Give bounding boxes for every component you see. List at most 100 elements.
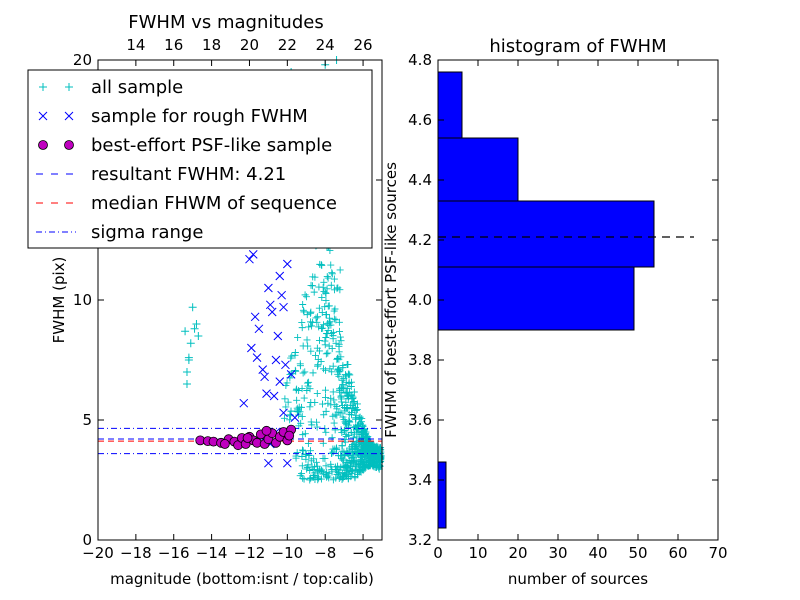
- all-sample-point: [302, 450, 310, 458]
- y-tick-label: 4.4: [408, 171, 432, 189]
- scatter-point: [279, 408, 288, 418]
- all-sample-point: [372, 463, 380, 471]
- all-sample-point: [294, 333, 302, 341]
- all-sample-point: [343, 421, 351, 429]
- all-sample-point: [354, 425, 362, 433]
- all-sample-point: [369, 441, 377, 449]
- legend-entry: median FHWM of sequence: [36, 193, 337, 214]
- all-sample-point: [339, 456, 347, 464]
- scatter-point: [254, 324, 264, 334]
- all-sample-point: [329, 388, 337, 396]
- legend-marker: [64, 111, 74, 121]
- all-sample-point: [310, 455, 318, 463]
- all-sample-point: [346, 468, 354, 476]
- all-sample-point: [358, 415, 366, 423]
- all-sample-point: [330, 396, 338, 404]
- all-sample-point: [326, 365, 334, 373]
- all-sample-point: [309, 369, 317, 377]
- all-sample-point: [345, 392, 353, 400]
- all-sample-point: [335, 340, 343, 348]
- all-sample-point: [339, 362, 347, 370]
- scatter-point: [247, 343, 256, 353]
- x-tick-label: −18: [120, 544, 152, 562]
- all-sample-point: [306, 475, 314, 483]
- x-tick-label: 70: [708, 544, 727, 562]
- all-sample-point: [282, 403, 290, 411]
- x-tick-label: 20: [508, 544, 527, 562]
- all-sample-point: [362, 434, 370, 442]
- all-sample-point: [341, 436, 349, 444]
- all-sample-point: [303, 311, 311, 319]
- all-sample-point: [322, 407, 330, 415]
- scatter-point: [267, 307, 277, 317]
- scatter-point: [182, 380, 191, 388]
- all-sample-point: [353, 470, 361, 478]
- all-sample-point: [328, 434, 336, 442]
- all-sample-point: [305, 323, 313, 331]
- all-sample-point: [306, 309, 314, 317]
- all-sample-point: [342, 378, 350, 386]
- all-sample-point: [321, 303, 329, 311]
- all-sample-point: [310, 288, 318, 296]
- all-sample-point: [337, 337, 345, 345]
- all-sample-point: [304, 461, 312, 469]
- all-sample-point: [320, 321, 328, 329]
- legend: all sample sample for rough FWHM best-effo…: [27, 69, 373, 249]
- all-sample-point: [328, 269, 336, 277]
- all-sample-point: [337, 426, 345, 434]
- y-tick-label: 4.6: [408, 111, 432, 129]
- all-sample-point: [313, 423, 321, 431]
- all-sample-point: [334, 355, 342, 363]
- scatter-point: [186, 339, 195, 348]
- all-sample-point: [353, 422, 361, 430]
- scatter-point: [190, 324, 199, 333]
- all-sample-point: [338, 395, 346, 403]
- all-sample-point: [344, 475, 352, 483]
- legend-entry: all sample: [39, 77, 183, 98]
- all-sample-point: [312, 314, 320, 322]
- right-plot-area: [437, 71, 694, 529]
- all-sample-point: [318, 309, 326, 317]
- all-sample-point: [313, 390, 321, 398]
- all-sample-point: [301, 291, 309, 299]
- all-sample-point: [315, 347, 323, 355]
- legend-marker: [65, 83, 73, 91]
- all-sample-point: [314, 362, 322, 370]
- top-tick-label: 20: [240, 36, 259, 54]
- all-sample-point: [322, 329, 330, 337]
- legend-label: best-effort PSF-like sample: [91, 135, 332, 156]
- all-sample-point: [327, 401, 335, 409]
- all-sample-point: [288, 352, 296, 360]
- scatter-point: [277, 290, 287, 300]
- y-tick-label: 4.2: [408, 231, 432, 249]
- all-sample-point: [331, 426, 339, 434]
- all-sample-point: [293, 449, 301, 457]
- top-tick-label: 24: [316, 36, 335, 54]
- all-sample-point: [332, 339, 340, 347]
- all-sample-point: [352, 426, 360, 434]
- all-sample-point: [359, 466, 367, 474]
- scatter-point: [264, 458, 273, 468]
- scatter-point: [258, 365, 268, 374]
- all-sample-point: [359, 431, 367, 439]
- all-sample-point: [353, 449, 361, 457]
- all-sample-point: [345, 379, 353, 387]
- legend-label: median FHWM of sequence: [91, 193, 337, 214]
- all-sample-point: [344, 371, 352, 379]
- all-sample-point: [335, 318, 343, 326]
- all-sample-point: [328, 368, 336, 376]
- all-sample-point: [315, 323, 323, 331]
- all-sample-point: [352, 457, 360, 465]
- y-tick-label: 10: [73, 291, 92, 309]
- fwhm-vs-magnitude-chart: FWHM vs magnitudes −20 −18 −16 −14 −12 −10 −8−…: [27, 12, 385, 588]
- all-sample-point: [330, 315, 338, 323]
- all-sample-point: [306, 403, 314, 411]
- all-sample-point: [351, 444, 359, 452]
- all-sample-point: [343, 361, 351, 369]
- all-sample-point: [336, 466, 344, 474]
- all-sample-point: [299, 447, 307, 455]
- all-sample-point: [297, 403, 305, 411]
- all-sample-point: [315, 283, 323, 291]
- all-sample-point: [332, 316, 340, 324]
